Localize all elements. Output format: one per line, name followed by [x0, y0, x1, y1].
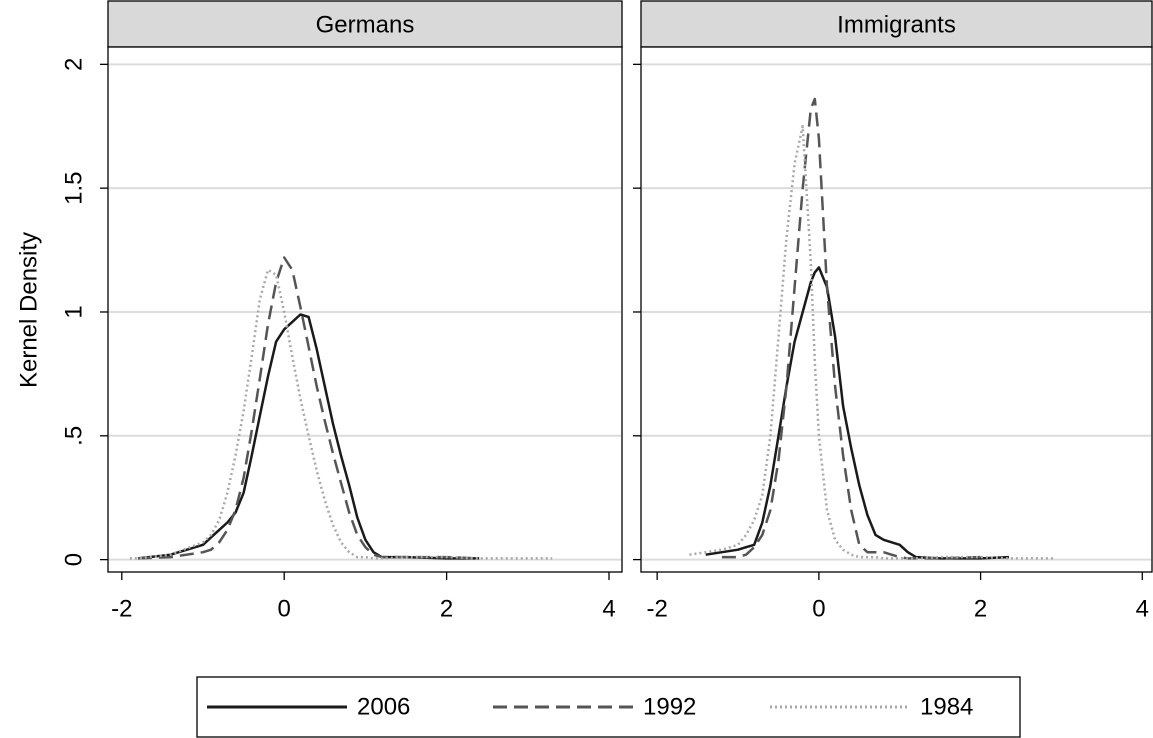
x-tick-label: 0 [278, 595, 291, 622]
density-line [721, 97, 981, 560]
legend-label: 2006 [357, 693, 410, 720]
panel-header [640, 0, 1153, 48]
y-tick-label: .5 [60, 426, 87, 446]
panel-title: Immigrants [837, 11, 956, 38]
y-tick-label: 1.5 [60, 171, 87, 204]
y-axis-label: Kernel Density [15, 232, 42, 388]
x-tick-label: 0 [812, 595, 825, 622]
y-tick-label: 2 [60, 58, 87, 71]
y-tick-label: 1 [60, 305, 87, 318]
x-tick-label: -2 [646, 595, 667, 622]
density-line [137, 256, 480, 560]
x-tick-label: 2 [974, 595, 987, 622]
y-tick-label: 0 [60, 553, 87, 566]
plot-area [107, 46, 623, 573]
panel-title: Germans [316, 11, 415, 38]
x-tick-label: 4 [1136, 595, 1149, 622]
panel-header [107, 0, 623, 48]
x-tick-label: 2 [440, 595, 453, 622]
x-tick-label: -2 [111, 595, 132, 622]
density-line [137, 313, 480, 560]
legend-label: 1984 [920, 693, 973, 720]
density-line [689, 124, 1054, 560]
legend-label: 1992 [643, 693, 696, 720]
density-line [129, 268, 553, 560]
x-tick-label: 4 [602, 595, 615, 622]
plot-area [640, 46, 1153, 573]
